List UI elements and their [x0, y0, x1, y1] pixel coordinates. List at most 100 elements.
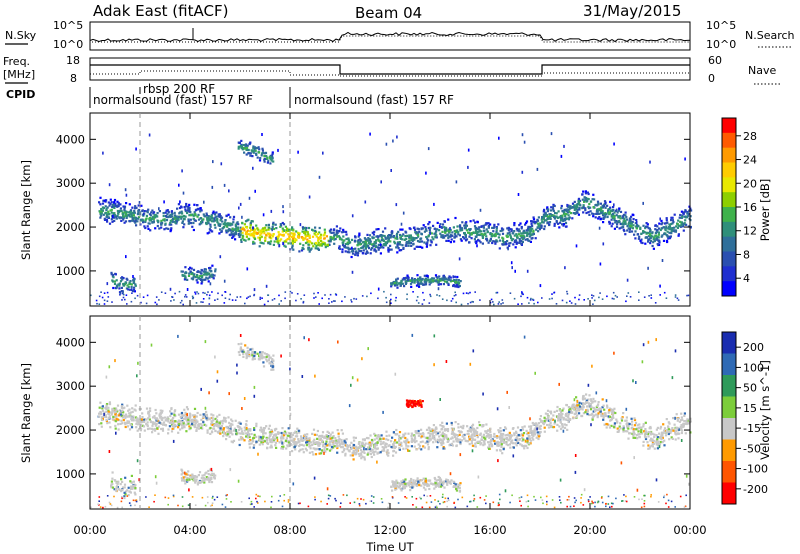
data-pixel	[426, 436, 429, 440]
data-pixel	[471, 444, 474, 447]
data-pixel	[546, 409, 550, 412]
data-pixel	[676, 419, 679, 422]
data-pixel	[366, 244, 369, 247]
data-pixel	[279, 223, 282, 226]
data-pixel	[350, 447, 353, 450]
data-pixel	[113, 282, 117, 285]
data-pixel	[339, 446, 343, 449]
data-pixel	[494, 242, 497, 245]
data-pixel	[300, 443, 303, 446]
y-tick-label: 2000	[56, 220, 85, 234]
data-pixel	[548, 423, 551, 426]
data-pixel	[571, 202, 575, 205]
data-pixel	[417, 232, 420, 235]
data-pixel	[244, 220, 248, 223]
data-pixel	[431, 432, 434, 435]
data-pixel	[478, 424, 481, 427]
data-pixel	[318, 231, 321, 234]
data-pixel	[659, 427, 662, 430]
data-pixel	[488, 239, 491, 242]
data-pixel	[429, 226, 432, 229]
data-pixel	[497, 223, 500, 226]
data-pixel	[455, 285, 458, 288]
data-pixel	[150, 211, 153, 214]
data-pixel	[300, 249, 304, 252]
data-pixel	[591, 297, 593, 299]
data-pixel	[124, 423, 127, 426]
data-pixel	[258, 245, 261, 248]
data-pixel	[187, 207, 190, 210]
data-pixel	[297, 429, 300, 432]
data-pixel	[513, 224, 516, 227]
data-pixel	[519, 235, 522, 238]
data-pixel	[529, 431, 532, 434]
data-pixel	[631, 227, 634, 230]
data-pixel	[357, 452, 360, 455]
data-pixel	[128, 420, 131, 423]
data-pixel	[168, 215, 172, 218]
data-pixel	[458, 234, 461, 237]
data-pixel	[318, 303, 320, 305]
data-pixel	[581, 396, 585, 399]
data-pixel	[565, 301, 568, 304]
data-pixel	[262, 435, 265, 438]
data-pixel	[433, 279, 436, 283]
data-pixel	[235, 233, 238, 236]
data-pixel	[619, 217, 622, 220]
data-pixel	[521, 426, 524, 429]
data-pixel	[183, 426, 186, 429]
data-pixel	[551, 297, 553, 300]
data-pixel	[510, 261, 513, 265]
data-pixel	[456, 281, 459, 284]
data-pixel	[533, 222, 536, 225]
data-pixel	[407, 445, 410, 448]
data-pixel	[540, 224, 543, 227]
data-pixel	[145, 407, 149, 410]
data-pixel	[535, 436, 538, 439]
data-pixel	[446, 278, 449, 281]
data-pixel	[667, 235, 670, 238]
data-pixel	[271, 155, 274, 158]
data-pixel	[578, 208, 581, 211]
data-pixel	[557, 210, 560, 213]
data-pixel	[436, 221, 439, 224]
data-pixel	[200, 209, 203, 212]
data-pixel	[612, 215, 615, 219]
data-pixel	[186, 417, 189, 420]
data-pixel	[582, 190, 585, 193]
data-pixel	[682, 424, 685, 427]
data-pixel	[351, 451, 354, 454]
data-pixel	[234, 227, 237, 231]
data-pixel	[441, 439, 444, 442]
data-pixel	[637, 430, 640, 433]
data-pixel	[473, 444, 476, 448]
data-pixel	[689, 215, 692, 218]
data-pixel	[517, 303, 519, 305]
data-pixel	[467, 432, 470, 435]
data-pixel	[462, 424, 465, 427]
data-pixel	[373, 438, 376, 441]
data-pixel	[481, 424, 484, 427]
data-pixel	[601, 212, 604, 215]
data-pixel	[240, 143, 243, 146]
data-pixel	[457, 426, 460, 429]
data-pixel	[496, 291, 499, 294]
data-pixel	[131, 212, 134, 215]
data-pixel	[233, 234, 236, 237]
data-pixel	[327, 431, 331, 434]
data-pixel	[281, 445, 284, 449]
data-pixel	[184, 208, 187, 211]
data-pixel	[210, 215, 213, 218]
data-pixel	[121, 403, 124, 406]
data-pixel	[655, 237, 659, 240]
data-pixel	[278, 294, 280, 297]
data-pixel	[131, 410, 134, 413]
data-pixel	[671, 222, 674, 225]
data-pixel	[630, 423, 633, 426]
data-pixel	[263, 229, 266, 232]
data-pixel	[166, 213, 169, 216]
data-pixel	[121, 292, 124, 295]
data-pixel	[670, 232, 673, 235]
data-pixel	[252, 151, 255, 154]
data-pixel	[457, 233, 460, 236]
